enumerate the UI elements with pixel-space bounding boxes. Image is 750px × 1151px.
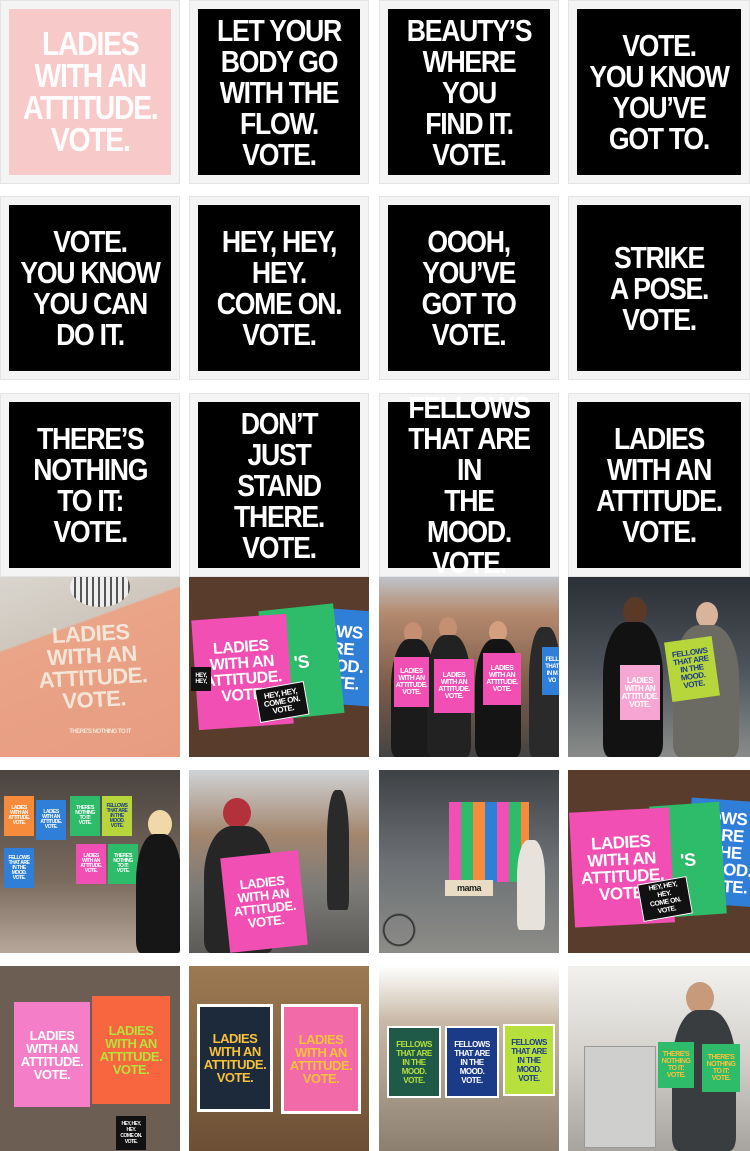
poster-tile: BEAUTY’S WHERE YOU FIND IT. VOTE. (379, 0, 559, 184)
pink-sign: LADIES WITH AN ATTITUDE. VOTE. (483, 653, 521, 705)
person (136, 834, 180, 953)
poster: HEY, HEY, HEY. COME ON. VOTE. (198, 205, 360, 371)
poster-text: VOTE. YOU KNOW YOU CAN DO IT. (20, 224, 161, 352)
window-poster: LADIES WITH AN ATTITUDE. VOTE. (76, 844, 106, 884)
poster-text: VOTE. YOU KNOW YOU’VE GOT TO. (589, 28, 730, 156)
window-poster: FELLOWS THAT ARE IN THE MOOD. VOTE. (102, 796, 132, 836)
window-poster: LADIES WITH AN ATTITUDE. VOTE. (36, 800, 66, 840)
poster: LET YOUR BODY GO WITH THE FLOW. VOTE. (198, 9, 360, 175)
photo-wall-posters: LADIES WITH AN ATTITUDE. VOTE. LADIES WI… (0, 966, 180, 1151)
pink-sign: LADIES WITH AN ATTITUDE. VOTE. (220, 850, 308, 953)
photo-sweater: LADIES WITH AN ATTITUDE. VOTE. THERE'S N… (0, 577, 180, 757)
blue-poster: FELLOWS THAT ARE IN THE MOOD. VOTE. (445, 1026, 499, 1098)
poster-text: STRIKE A POSE. VOTE. (609, 239, 709, 337)
poster-tile: VOTE. YOU KNOW YOU’VE GOT TO. (568, 0, 750, 184)
photo-window-display: LADIES WITH AN ATTITUDE. VOTE. LADIES WI… (0, 770, 180, 953)
photo-studio: THERE'S NOTHING TO IT: VOTE. THERE'S NOT… (568, 966, 750, 1151)
poster-text: HEY, HEY, HEY. COME ON. VOTE. (216, 224, 343, 352)
poster: VOTE. YOU KNOW YOU CAN DO IT. (9, 205, 171, 371)
head (148, 810, 172, 838)
sweater-print: LADIES WITH AN ATTITUDE. VOTE. (38, 619, 149, 714)
poster-text: THERE’S NOTHING TO IT: VOTE. (33, 421, 148, 549)
photo-wall-posters: FELLOWS THAT ARE IN THE MOOD. VOTE. FELL… (379, 966, 559, 1151)
poster: BEAUTY’S WHERE YOU FIND IT. VOTE. (388, 9, 550, 175)
sticker: HEY, HEY, HEY. COME ON. VOTE. (116, 1116, 146, 1150)
poster-text: LADIES WITH AN ATTITUDE. VOTE. (596, 421, 723, 549)
window-poster: LADIES WITH AN ATTITUDE. VOTE. (4, 796, 34, 836)
shop-sign: mama (445, 880, 493, 896)
sticker: HEY, HEY, (191, 667, 211, 691)
sweater-small-print: THERE'S NOTHING TO IT (69, 729, 131, 735)
poster-tile: FELLOWS THAT ARE IN THE MOOD. VOTE. (379, 393, 559, 577)
photo-wall-posters: LADIES WITH AN ATTITUDE. VOTE. LADIES WI… (189, 966, 369, 1151)
poster: THERE’S NOTHING TO IT: VOTE. (9, 402, 171, 568)
poster-text: LET YOUR BODY GO WITH THE FLOW. VOTE. (216, 12, 342, 172)
poster-text: LADIES WITH AN ATTITUDE. VOTE. (22, 25, 159, 158)
poster-tile: HEY, HEY, HEY. COME ON. VOTE. (189, 196, 369, 380)
orange-poster: LADIES WITH AN ATTITUDE. VOTE. (92, 996, 170, 1104)
poster: FELLOWS THAT ARE IN THE MOOD. VOTE. (388, 394, 550, 576)
head (696, 602, 718, 628)
poster-text: DON’T JUST STAND THERE. VOTE. (233, 405, 325, 565)
poster: DON’T JUST STAND THERE. VOTE. (198, 402, 360, 568)
poster: STRIKE A POSE. VOTE. (577, 205, 741, 371)
poster-tile: LADIES WITH AN ATTITUDE. VOTE. (0, 0, 180, 184)
pink-sign: LADIES WITH AN ATTITUDE. VOTE. (434, 659, 474, 713)
pink-poster: LADIES WITH AN ATTITUDE. VOTE. (281, 1004, 361, 1114)
poster-tile: THERE’S NOTHING TO IT: VOTE. (0, 393, 180, 577)
green-sign: THERE'S NOTHING TO IT: VOTE. (658, 1042, 694, 1088)
poster-text: FELLOWS THAT ARE IN THE MOOD. VOTE. (408, 393, 531, 577)
poster-tile: VOTE. YOU KNOW YOU CAN DO IT. (0, 196, 180, 380)
poster-text: OOOH, YOU’VE GOT TO VOTE. (422, 224, 517, 352)
green-sign: THERE'S NOTHING TO IT: VOTE. (702, 1044, 740, 1092)
pink-sign: LADIES WITH AN ATTITUDE. VOTE. (620, 665, 660, 720)
head (439, 617, 457, 639)
printer (584, 1046, 656, 1148)
photo-poster-spread: OWS ARE THE MOOD. VOTE. 'S LADIES WITH A… (568, 770, 750, 953)
photo-group: LADIES WITH AN ATTITUDE. VOTE. LADIES WI… (379, 577, 559, 757)
person (327, 790, 349, 910)
pink-poster: LADIES WITH AN ATTITUDE. VOTE. (14, 1002, 90, 1107)
window-poster: FELLOWS THAT ARE IN THE MOOD. VOTE. (4, 848, 34, 888)
window-poster: THERE'S NOTHING TO IT: VOTE. (70, 796, 100, 836)
photo-poster-spread: LOWS ARE MOOD. VOTE. 'S LADIES WITH AN A… (189, 577, 369, 757)
poster-tile: DON’T JUST STAND THERE. VOTE. (189, 393, 369, 577)
head (686, 982, 714, 1014)
poster-tile: LET YOUR BODY GO WITH THE FLOW. VOTE. (189, 0, 369, 184)
head (404, 622, 422, 644)
window-poster: THERE'S NOTHING TO IT: VOTE. (108, 844, 138, 884)
poster: LADIES WITH AN ATTITUDE. VOTE. (9, 9, 171, 175)
head (223, 798, 251, 828)
photo-street: LADIES WITH AN ATTITUDE. VOTE. (189, 770, 369, 953)
green-sign: FELLOWS THAT ARE IN THE MOOD. VOTE. (664, 635, 720, 703)
green-poster: FELLOWS THAT ARE IN THE MOOD. VOTE. (387, 1026, 441, 1098)
blue-sign: FELL THAT IN M VO (542, 647, 559, 695)
poster-text: BEAUTY’S WHERE YOU FIND IT. VOTE. (406, 12, 533, 172)
poster-tile: STRIKE A POSE. VOTE. (568, 196, 750, 380)
pink-sign: LADIES WITH AN ATTITUDE. VOTE. (394, 657, 429, 707)
head (489, 621, 507, 643)
lime-poster: FELLOWS THAT ARE IN THE MOOD. VOTE. (503, 1024, 555, 1096)
dark-poster: LADIES WITH AN ATTITUDE. VOTE. (197, 1004, 273, 1112)
poster: VOTE. YOU KNOW YOU’VE GOT TO. (577, 9, 741, 175)
poster: LADIES WITH AN ATTITUDE. VOTE. (577, 402, 741, 568)
shop-poster-wall (449, 802, 529, 882)
photo-duo: LADIES WITH AN ATTITUDE. VOTE. FELLOWS T… (568, 577, 750, 757)
person (517, 840, 545, 930)
poster-tile: LADIES WITH AN ATTITUDE. VOTE. (568, 393, 750, 577)
poster-tile: OOOH, YOU’VE GOT TO VOTE. (379, 196, 559, 380)
head (623, 597, 647, 625)
bicycles (379, 890, 439, 953)
poster: OOOH, YOU’VE GOT TO VOTE. (388, 205, 550, 371)
photo-shopfront: mama (379, 770, 559, 953)
